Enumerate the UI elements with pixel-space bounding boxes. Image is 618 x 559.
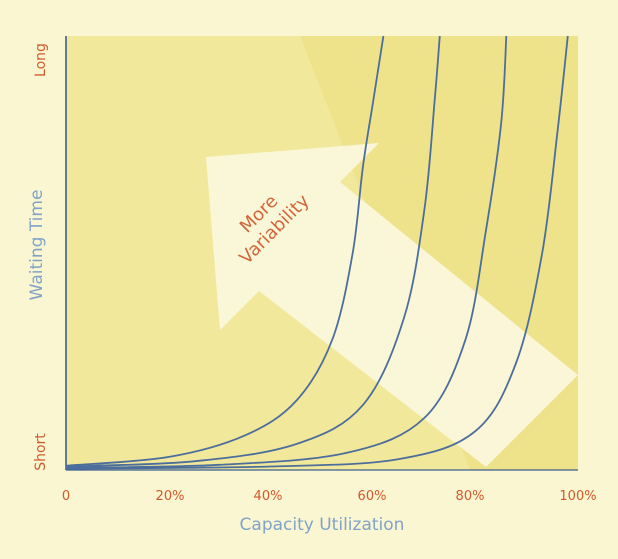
series-line-3 bbox=[65, 35, 508, 469]
series-line-4 bbox=[65, 35, 569, 470]
curves-group bbox=[65, 35, 569, 470]
series-line-2 bbox=[65, 35, 441, 468]
x-axis-title: Capacity Utilization bbox=[240, 515, 405, 535]
y-axis-title: Waiting Time bbox=[27, 190, 47, 301]
variability-arrow bbox=[206, 143, 578, 467]
x-tick-label-20: 20% bbox=[156, 489, 185, 504]
y-tick-label-long: Long bbox=[33, 43, 49, 77]
x-tick-label-40: 40% bbox=[254, 489, 283, 504]
x-tick-label-60: 60% bbox=[358, 489, 387, 504]
x-tick-label-100: 100% bbox=[559, 489, 596, 504]
y-tick-label-short: Short bbox=[33, 433, 49, 471]
x-tick-label-80: 80% bbox=[456, 489, 485, 504]
x-tick-label-0: 0 bbox=[62, 489, 70, 504]
series-line-1 bbox=[65, 35, 385, 467]
